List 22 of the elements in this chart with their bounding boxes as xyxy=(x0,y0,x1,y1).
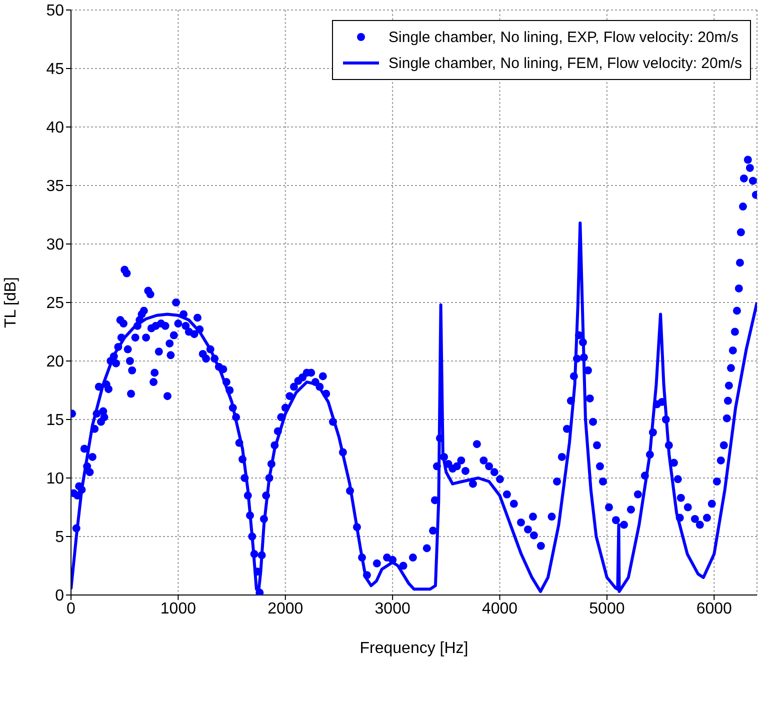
x-tick-label: 6000 xyxy=(696,600,732,618)
x-tick-label: 4000 xyxy=(482,600,518,618)
y-tick-label: 15 xyxy=(46,412,64,430)
x-tick-label: 3000 xyxy=(374,600,410,618)
y-tick-label: 0 xyxy=(55,588,64,605)
x-tick-label: 1000 xyxy=(160,600,196,618)
legend-label: Single chamber, No lining, FEM, Flow velocity: 20m/s xyxy=(388,54,742,72)
y-tick-label: 10 xyxy=(46,470,64,488)
x-tick-label: 0 xyxy=(66,600,76,618)
y-tick-label: 5 xyxy=(55,529,64,546)
y-tick-label: 45 xyxy=(46,61,64,78)
y-tick-label: 40 xyxy=(46,120,64,137)
x-tick-label: 2000 xyxy=(268,600,304,618)
y-tick-label: 35 xyxy=(46,178,64,196)
y-tick-label: 20 xyxy=(46,354,64,371)
x-tick-label: 5000 xyxy=(589,600,625,618)
y-tick-label: 30 xyxy=(46,236,64,254)
y-tick-label: 50 xyxy=(46,2,64,20)
x-axis-title: Frequency [Hz] xyxy=(360,640,468,657)
y-tick-label: 25 xyxy=(46,295,64,312)
y-axis-title: TL [dB] xyxy=(2,277,20,328)
legend-label: Single chamber, No lining, EXP, Flow velocity: 20m/s xyxy=(388,28,738,46)
